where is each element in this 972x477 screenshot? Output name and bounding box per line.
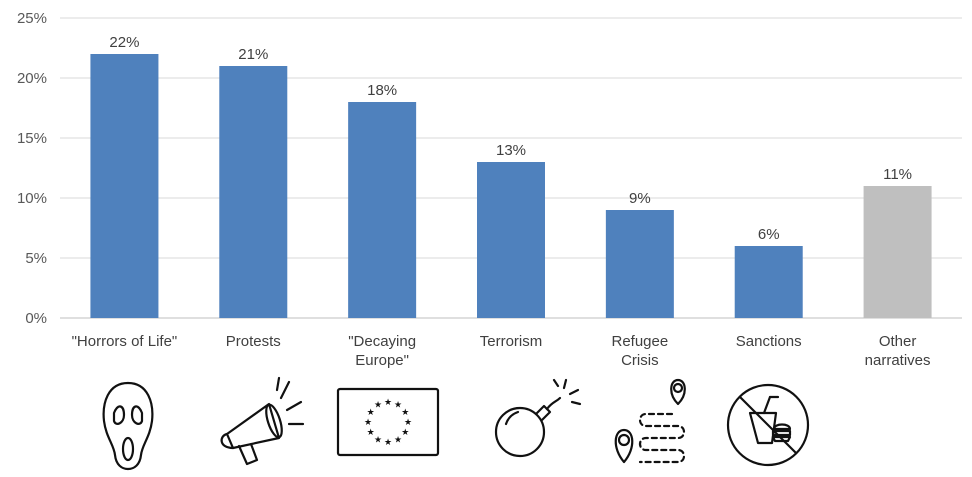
- bar: [90, 54, 159, 318]
- x-category-label: Protests: [226, 333, 281, 350]
- data-label: 22%: [109, 34, 139, 51]
- y-tick-label: 5%: [25, 250, 47, 267]
- no-food-icon: [726, 383, 810, 467]
- y-tick-label: 10%: [17, 190, 47, 207]
- eu-star-icon: ★: [394, 434, 402, 444]
- bar: [348, 102, 417, 318]
- x-category-label: Refugee Crisis: [611, 333, 668, 369]
- bar: [863, 186, 932, 318]
- eu-star-icon: ★: [364, 417, 372, 427]
- scream-mask-icon: [102, 381, 154, 471]
- x-category-label: Terrorism: [480, 333, 543, 350]
- bar: [734, 246, 803, 318]
- bar: [477, 162, 545, 318]
- x-category-label: Sanctions: [736, 333, 802, 350]
- eu-star-icon: ★: [384, 437, 392, 447]
- x-axis-categories: "Horrors of Life" Protests "Decaying Europe…: [72, 333, 931, 369]
- data-labels: 22% 21% 18% 13% 9% 6% 11%: [109, 34, 912, 243]
- eu-stars: ★ ★★★★★★★★★★★: [364, 397, 412, 447]
- x-category-label: Other narratives: [865, 333, 931, 369]
- eu-flag-icon: [336, 387, 440, 457]
- eu-star-icon: ★: [374, 400, 382, 410]
- data-label: 21%: [238, 46, 268, 63]
- data-label: 13%: [496, 142, 526, 159]
- eu-star-icon: ★: [374, 434, 382, 444]
- data-label: 6%: [758, 226, 780, 243]
- y-tick-label: 20%: [17, 70, 47, 87]
- y-tick-label: 25%: [17, 10, 47, 27]
- data-label: 9%: [629, 190, 651, 207]
- x-category-label: "Decaying Europe": [348, 333, 416, 369]
- eu-star-icon: ★: [384, 397, 392, 407]
- megaphone-icon: [220, 376, 305, 466]
- x-category-label: "Horrors of Life": [72, 333, 178, 350]
- y-axis: 0% 5% 10% 15% 20% 25%: [17, 10, 47, 327]
- y-tick-label: 15%: [17, 130, 47, 147]
- eu-star-icon: ★: [404, 417, 412, 427]
- route-map-pins-icon: [614, 378, 686, 464]
- bar: [219, 66, 288, 318]
- eu-star-icon: ★: [394, 400, 402, 410]
- data-label: 11%: [883, 166, 912, 183]
- data-label: 18%: [367, 82, 397, 99]
- bars: [90, 54, 932, 318]
- bomb-icon: [494, 378, 582, 458]
- eu-star-icon: ★: [367, 407, 375, 417]
- y-tick-label: 0%: [25, 310, 47, 327]
- eu-star-icon: ★: [367, 427, 375, 437]
- eu-star-icon: ★: [401, 427, 409, 437]
- bar: [605, 210, 674, 318]
- eu-star-icon: ★: [401, 407, 409, 417]
